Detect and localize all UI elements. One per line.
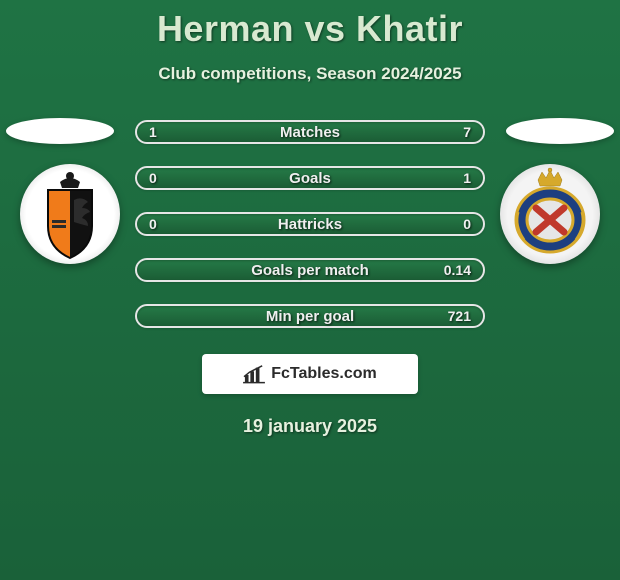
stat-label: Goals per match [137, 262, 483, 279]
stat-right-value: 0.14 [444, 262, 471, 278]
stat-right-value: 7 [463, 124, 471, 140]
stat-label: Hattricks [137, 216, 483, 233]
stat-row-hattricks: 0 Hattricks 0 [135, 212, 485, 236]
barchart-icon [243, 364, 265, 384]
club-crest-left [20, 164, 120, 264]
stat-row-matches: 1 Matches 7 [135, 120, 485, 144]
page-title: Herman vs Khatir [0, 0, 620, 50]
crest-left-icon [20, 164, 120, 264]
stats-bars: 1 Matches 7 0 Goals 1 0 Hattricks 0 Goal… [135, 120, 485, 328]
stat-label: Min per goal [137, 308, 483, 325]
stat-row-goals: 0 Goals 1 [135, 166, 485, 190]
stat-right-value: 0 [463, 216, 471, 232]
crest-right-icon [500, 164, 600, 264]
stat-left-value: 0 [149, 170, 157, 186]
stat-left-value: 0 [149, 216, 157, 232]
player-right-shadow [506, 118, 614, 144]
player-left-shadow [6, 118, 114, 144]
page-subtitle: Club competitions, Season 2024/2025 [0, 64, 620, 84]
stat-row-min-per-goal: Min per goal 721 [135, 304, 485, 328]
stat-left-value: 1 [149, 124, 157, 140]
stat-label: Goals [137, 170, 483, 187]
stat-row-goals-per-match: Goals per match 0.14 [135, 258, 485, 282]
club-crest-right [500, 164, 600, 264]
stat-right-value: 721 [448, 308, 471, 324]
comparison-panel: 1 Matches 7 0 Goals 1 0 Hattricks 0 Goal… [0, 120, 620, 437]
brand-badge: FcTables.com [202, 354, 418, 394]
stat-right-value: 1 [463, 170, 471, 186]
stat-label: Matches [137, 124, 483, 141]
date-text: 19 january 2025 [0, 416, 620, 437]
brand-text: FcTables.com [271, 365, 377, 383]
